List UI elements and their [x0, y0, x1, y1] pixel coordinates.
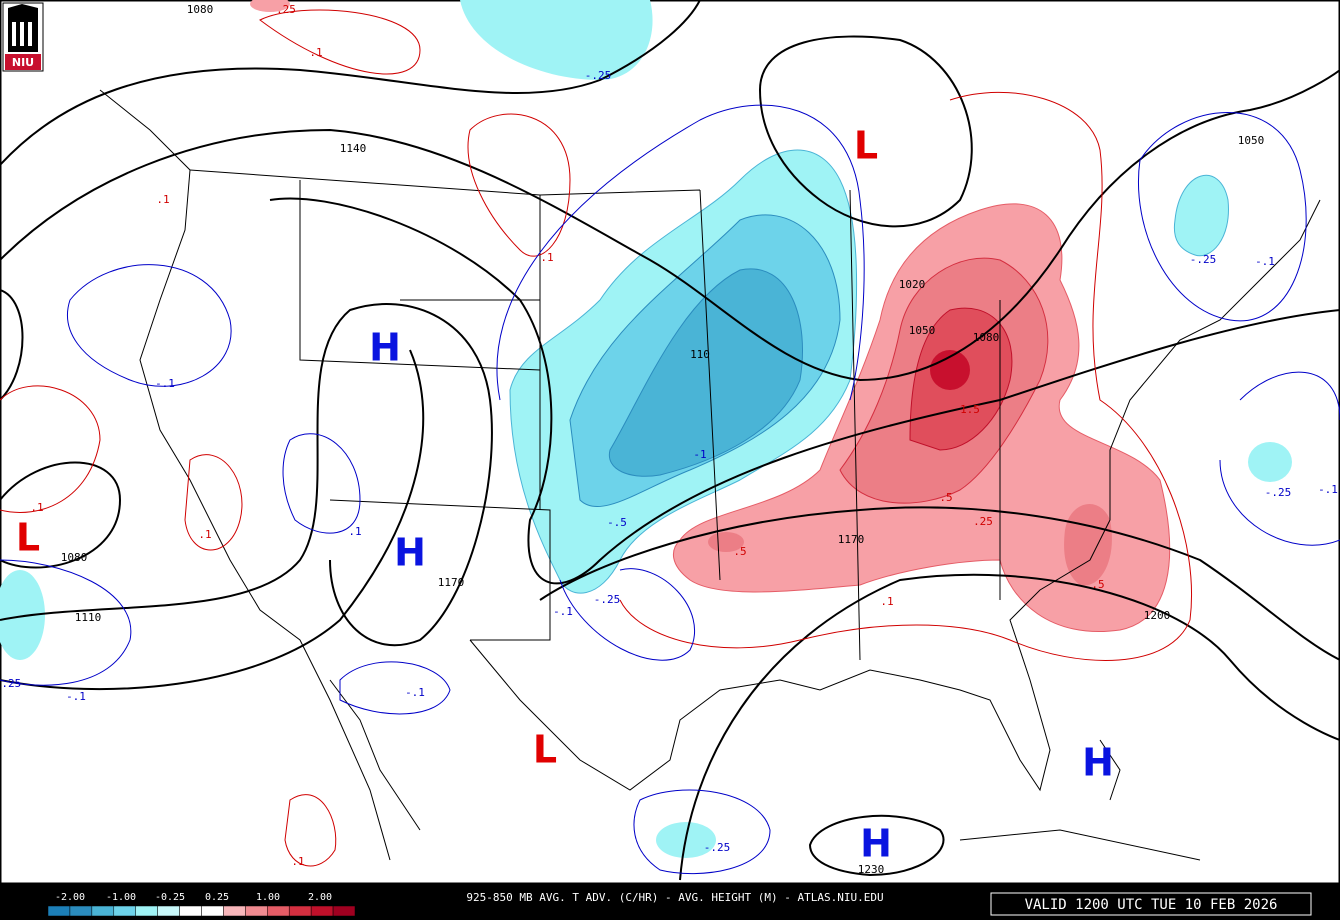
contour-label: 1050 — [909, 324, 936, 337]
valid-time: VALID 1200 UTC TUE 10 FEB 2026 — [1025, 897, 1278, 913]
labels: H H H H L L L 1080 1140 1020 1050 1080 110 1170 1170 10… — [0, 3, 1338, 876]
footer: -2.00 -1.00 -0.25 0.25 1.00 2.00 925-850 MB A… — [0, 884, 1340, 920]
colorbar-label: -2.00 — [55, 892, 85, 903]
colorbar-swatch — [69, 905, 93, 917]
colorbar-swatch — [47, 905, 71, 917]
contour-label: -.5 — [607, 516, 627, 529]
contour-label: -.1 — [155, 377, 175, 390]
contour-label: 1110 — [75, 611, 102, 624]
colorbar-label: -1.00 — [106, 892, 136, 903]
contour-label: -.25 — [0, 677, 21, 690]
cold-advection — [0, 0, 1292, 858]
valid-box — [990, 892, 1312, 916]
contour-label: 1200 — [1144, 609, 1171, 622]
pressure-center: L — [533, 728, 557, 772]
colorbar-swatch — [245, 905, 268, 917]
colorbar-label: 1.00 — [256, 892, 280, 903]
contour-label: .1 — [30, 501, 43, 514]
contour-label: .1 — [291, 855, 304, 868]
contour-label: 1140 — [340, 142, 367, 155]
contour-label: -.1 — [1318, 483, 1338, 496]
colorbar-swatch — [91, 905, 115, 917]
colorbar-swatch — [288, 905, 312, 917]
contour-label: .1 — [540, 251, 553, 264]
colorbar-swatch — [267, 905, 290, 917]
contour-label: -.25 — [585, 69, 612, 82]
colorbar-label: -0.25 — [155, 892, 185, 903]
colorbar-swatch — [135, 905, 158, 917]
logo-text: NIU — [12, 56, 34, 69]
colorbar-swatch — [310, 905, 334, 917]
colorbar: -2.00 -1.00 -0.25 0.25 1.00 2.00 — [47, 892, 356, 917]
pressure-center: L — [854, 124, 878, 168]
contour-label: -.1 — [405, 686, 425, 699]
contour-label: .25 — [973, 515, 993, 528]
contour-label: 1170 — [438, 576, 465, 589]
contour-label: .5 — [939, 491, 952, 504]
contour-label: .5 — [733, 545, 746, 558]
pressure-center: H — [1082, 741, 1114, 785]
contour-label: -.1 — [66, 690, 86, 703]
contour-label: 110 — [690, 348, 710, 361]
advection-contours — [0, 9, 1340, 875]
contour-label: 1230 — [858, 863, 885, 876]
contour-label: -.25 — [594, 593, 621, 606]
contour-label: .1 — [880, 595, 893, 608]
contour-label: 1080 — [61, 551, 88, 564]
coastlines — [99, 89, 1321, 861]
pressure-center: L — [16, 516, 40, 560]
contour-label: -.25 — [1265, 486, 1292, 499]
contour-label: -1 — [693, 448, 706, 461]
pressure-center: H — [860, 822, 892, 866]
colorbar-label: 2.00 — [308, 892, 332, 903]
colorbar-swatch — [332, 905, 356, 917]
contour-label: 1080 — [973, 331, 1000, 344]
contour-label: 1050 — [1238, 134, 1265, 147]
colorbar-swatch — [179, 905, 202, 917]
colorbar-swatch — [157, 905, 180, 917]
colorbar-swatch — [113, 905, 136, 917]
pressure-center: H — [369, 326, 401, 370]
contour-label: .1 — [309, 46, 322, 59]
contour-label: -.1 — [553, 605, 573, 618]
contour-label: .1 — [348, 525, 361, 538]
contour-label: 1.5 — [960, 403, 980, 416]
contour-label: 1020 — [899, 278, 926, 291]
height-contours — [758, 35, 973, 877]
contour-label: 1080 — [187, 3, 214, 16]
contour-label: 1170 — [838, 533, 865, 546]
colorbar-label: 0.25 — [205, 892, 229, 903]
contour-label: -.1 — [1255, 255, 1275, 268]
contour-label: .1 — [156, 193, 169, 206]
contour-label: .5 — [1091, 578, 1104, 591]
colorbar-swatch — [223, 905, 246, 917]
contour-label: -.25 — [1190, 253, 1217, 266]
colorbar-swatch — [201, 905, 224, 917]
contour-label: .25 — [276, 3, 296, 16]
contour-label: .1 — [198, 528, 211, 541]
logo: NIU — [2, 2, 44, 72]
contour-label: -.25 — [704, 841, 731, 854]
footer-title: 925-850 MB AVG. T ADV. (C/HR) - AVG. HEI… — [466, 891, 883, 904]
pressure-center: H — [394, 531, 426, 575]
